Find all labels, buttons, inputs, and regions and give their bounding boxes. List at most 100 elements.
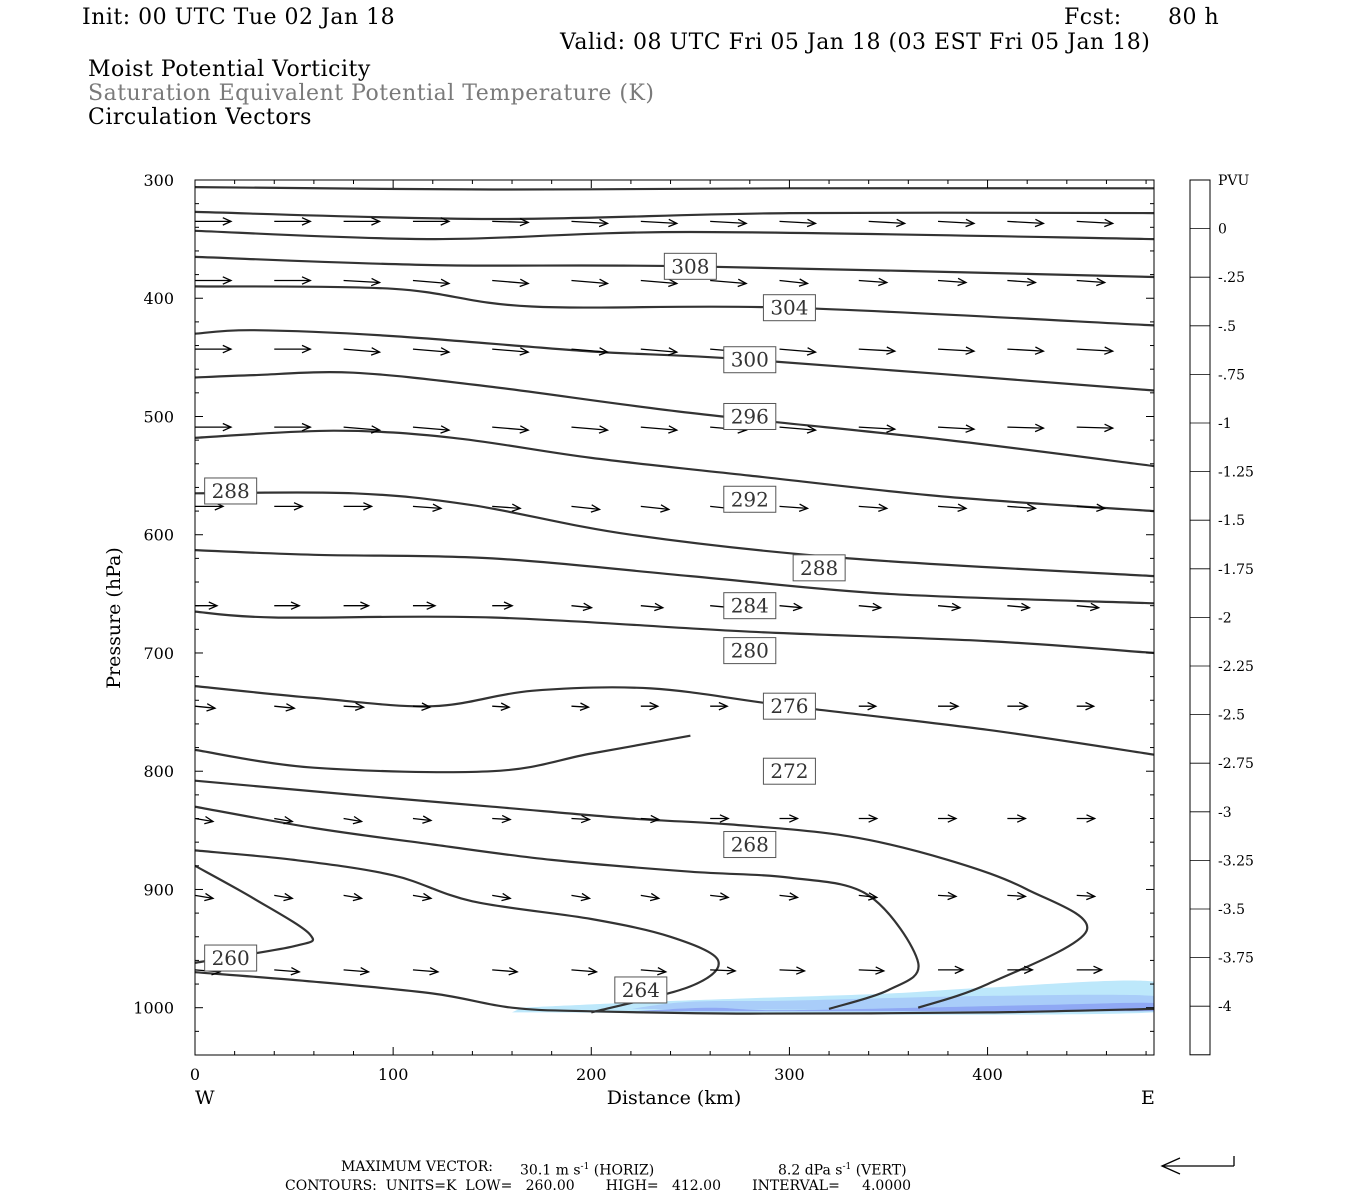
circulation-vector [412, 815, 433, 824]
circulation-vector [1076, 701, 1096, 711]
colorbar-tick-label: -3.75 [1218, 951, 1254, 967]
contour-label-292: 292 [731, 487, 769, 511]
circulation-vector [195, 422, 233, 432]
y-tick-label: 1000 [133, 999, 174, 1018]
contour-line-unlabeled [195, 971, 1154, 1015]
circulation-vector [1076, 218, 1115, 228]
contour-label-260: 260 [212, 946, 250, 970]
circulation-vector [492, 347, 530, 356]
contour-label-276: 276 [770, 694, 808, 718]
circulation-vector [343, 815, 364, 825]
contour-line-unlabeled [195, 229, 1154, 241]
circulation-vector [868, 218, 907, 228]
circulation-vector [640, 425, 679, 434]
circulation-vector [640, 602, 665, 612]
contour-line-264 [195, 849, 720, 1014]
contour-line-272 [195, 779, 1089, 1009]
mpv-shade-2 [630, 1002, 1154, 1012]
colorbar-tick-label: -3.25 [1218, 853, 1254, 869]
y-tick-label: 300 [143, 171, 174, 190]
valid-time: Valid: 08 UTC Fri 05 Jan 18 (03 EST Fri … [560, 30, 1151, 55]
contour-label-264: 264 [622, 978, 660, 1002]
colorbar-tick-label: -1 [1218, 416, 1232, 432]
contour-label-box-276 [762, 692, 816, 720]
mpv-shading-layer [512, 980, 1154, 1015]
circulation-vector [571, 967, 599, 976]
max-vector-label: MAXIMUM VECTOR: [341, 1159, 493, 1175]
circulation-vector [274, 601, 301, 610]
circulation-vector [412, 425, 451, 434]
circulation-vector [343, 425, 382, 434]
contour-line-288 [195, 549, 1154, 605]
pv-colorbar: 0 -.25 -.5 -.75 -1 -1.25 -1.5 -1.75 -2 -2.25 -2.5 -… [1189, 179, 1254, 1056]
circulation-vector [1076, 503, 1107, 513]
circulation-vector [858, 503, 889, 513]
contour-line-300 [195, 329, 1154, 392]
circulation-vector [640, 701, 660, 711]
circulation-vector [571, 504, 602, 513]
contour-line-unlabeled [195, 186, 1154, 191]
reference-vector-icon [1160, 1156, 1235, 1175]
contour-line-292 [195, 491, 1154, 578]
circulation-vector [274, 422, 312, 432]
circulation-vector [195, 217, 233, 226]
contour-label-304: 304 [770, 296, 808, 320]
circulation-vector [492, 278, 530, 288]
circulation-vector [492, 425, 530, 434]
circulation-vector [858, 966, 886, 975]
contour-label-308: 308 [671, 254, 709, 278]
x-tick-label: 100 [378, 1065, 409, 1084]
contour-label-284: 284 [731, 594, 769, 618]
circulation-vector [858, 346, 897, 355]
circulation-vector [412, 967, 440, 976]
circulation-vector [858, 277, 889, 287]
colorbar-title: PVU [1218, 173, 1250, 189]
max-vector-horiz: 30.1 m s-1 (HORIZ) [520, 1162, 655, 1179]
contour-label-280: 280 [731, 639, 769, 663]
contour-label-box-304 [762, 294, 816, 322]
contour-label-box-280 [723, 637, 777, 665]
plot-frame [194, 179, 1155, 1056]
circulation-vector [195, 703, 217, 712]
circulation-vector [195, 815, 215, 825]
y-tick-label: 500 [143, 407, 174, 426]
circulation-vector [640, 218, 679, 228]
circulation-vector [274, 276, 312, 285]
circulation-vector [412, 347, 451, 356]
circulation-vector [492, 967, 519, 976]
circulation-vector [1076, 423, 1115, 433]
x-axis-label: Distance (km) [607, 1087, 742, 1109]
circulation-vector [858, 814, 879, 823]
circulation-vector [343, 277, 382, 287]
contour-line-308 [195, 255, 1154, 279]
colorbar-tick-label: -2.75 [1218, 756, 1254, 772]
circulation-vector [412, 702, 432, 712]
circulation-vector [571, 347, 610, 356]
axes-layer: 300 400 500 600 700 800 900 1000 0 100 200 300 400 [133, 171, 1154, 1084]
field-title-mpv: Moist Potential Vorticity [88, 57, 371, 82]
circulation-vector [1007, 346, 1045, 355]
circulation-vector [274, 967, 301, 976]
contour-line-288 [195, 429, 1154, 513]
circulation-vector [858, 892, 879, 901]
circulation-vector [571, 892, 592, 902]
y-axis-label: Pressure (hPa) [103, 547, 125, 689]
y-tick-label: 900 [143, 880, 174, 899]
circulation-vector [937, 424, 976, 433]
circulation-vector [779, 425, 818, 434]
contour-label-272: 272 [770, 759, 808, 783]
circulation-vector [1007, 218, 1045, 228]
contours-info: CONTOURS: UNITS=K LOW= 260.00 HIGH= 412.… [285, 1178, 912, 1194]
circulation-vector [937, 346, 976, 355]
circulation-vector [779, 966, 807, 975]
colorbar-tick-label: -2 [1218, 610, 1232, 626]
circulation-vector [858, 602, 883, 612]
colorbar-tick-label: -1.25 [1218, 465, 1254, 481]
contour-label-288: 288 [800, 556, 838, 580]
colorbar-tick-label: -.25 [1218, 270, 1245, 286]
init-time: Init: 00 UTC Tue 02 Jan 18 [82, 5, 396, 30]
contour-line-304 [195, 285, 1154, 327]
circulation-vector [779, 503, 810, 513]
circulation-vector [1007, 277, 1038, 287]
circulation-vector [779, 218, 818, 228]
